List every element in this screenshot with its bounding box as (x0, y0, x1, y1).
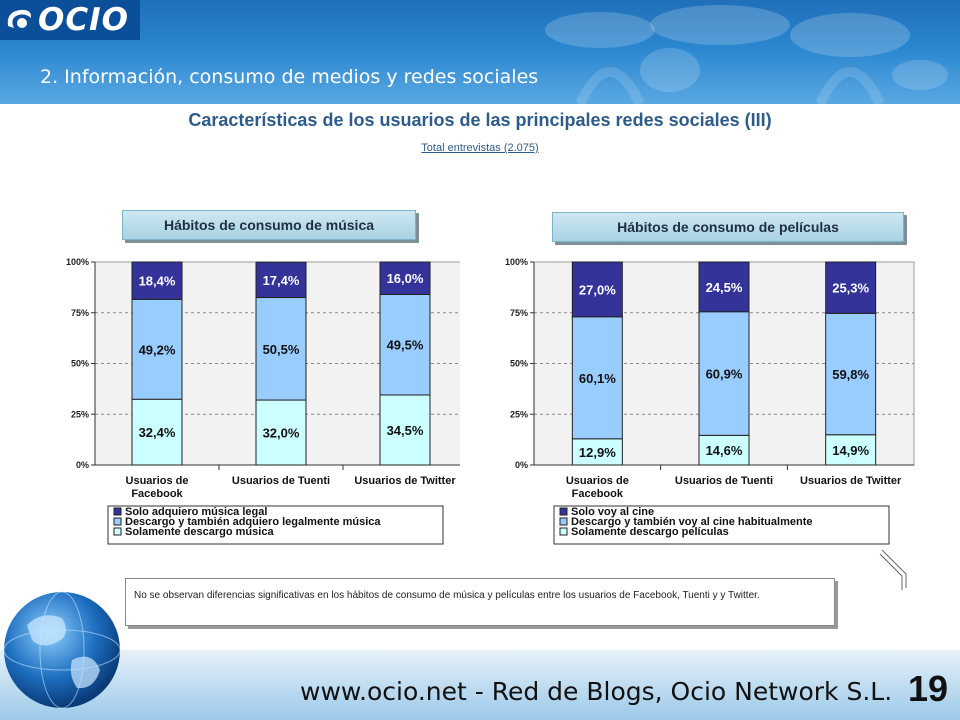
data-label: 14,6% (706, 443, 743, 458)
y-tick-label: 50% (510, 359, 528, 369)
callout-pointer (879, 549, 907, 590)
data-label: 34,5% (387, 423, 424, 438)
legend-label: Solamente descargo música (125, 526, 274, 538)
data-label: 59,8% (832, 367, 869, 382)
data-label: 49,2% (139, 342, 176, 357)
data-label: 50,5% (263, 342, 300, 357)
world-map-decoration (545, 5, 948, 104)
header-banner: OCIO 2. Información, consumo de medios y… (0, 0, 960, 104)
y-tick-label: 100% (66, 257, 89, 267)
logo-box[interactable]: OCIO (0, 0, 140, 40)
bar-segment (825, 312, 877, 436)
bar-segment (131, 298, 183, 400)
y-tick-label: 100% (505, 257, 528, 267)
section-title: 2. Información, consumo de medios y rede… (40, 66, 539, 88)
legend-swatch (559, 517, 568, 526)
page-number: 19 (908, 668, 949, 709)
x-category-label: Usuarios de Tuenti (675, 475, 773, 487)
bar-segment (379, 293, 431, 396)
movies-chart: 0% 25% 50% 75% 100% 12,9% 60,1% 27,0% Usuarios d… (505, 257, 915, 545)
legend-box (107, 505, 444, 545)
y-tick-label: 25% (71, 409, 89, 419)
x-category-label: Usuarios de Tuenti (232, 475, 330, 487)
bar-segment (825, 261, 877, 314)
logo-text: OCIO (38, 2, 129, 38)
bar-segment (131, 261, 183, 300)
data-label: 14,9% (832, 443, 869, 458)
data-label: 16,0% (387, 271, 424, 286)
sample-size-link[interactable]: Total entrevistas (2.075) (421, 142, 539, 154)
bar-segment (698, 311, 750, 436)
bar-segment (255, 399, 307, 466)
data-label: 25,3% (832, 281, 869, 296)
x-category-label: Usuarios de (566, 475, 629, 487)
legend-label: Descargo y también adquiero legalmente m… (125, 516, 381, 528)
data-label: 49,5% (387, 338, 424, 353)
observation-note: No se observan diferencias significativa… (125, 578, 835, 626)
movies-panel-title: Hábitos de consumo de películas (552, 212, 904, 242)
legend-swatch (113, 507, 122, 516)
y-tick-label: 0% (76, 460, 89, 470)
y-tick-label: 75% (71, 308, 89, 318)
data-label: 17,4% (263, 273, 300, 288)
bar-segment (571, 438, 623, 466)
data-label: 32,4% (139, 425, 176, 440)
x-category-label: Usuarios de (126, 475, 189, 487)
footer-bar (0, 650, 960, 720)
footer-site: www.ocio.net - Red de Blogs, Ocio Networ… (300, 677, 893, 706)
y-tick-label: 75% (510, 308, 528, 318)
globe-icon (3, 591, 121, 709)
y-tick-label: 50% (71, 359, 89, 369)
legend-box (553, 505, 890, 545)
legend-swatch (113, 517, 122, 526)
y-tick-label: 0% (515, 460, 528, 470)
bar-segment (255, 261, 307, 299)
bar-segment (571, 261, 623, 318)
logo-swirl-icon (7, 9, 32, 28)
legend-label: Solamente descargo películas (571, 526, 729, 538)
bar-segment (255, 297, 307, 401)
legend-swatch (559, 527, 568, 536)
legend-swatch (559, 507, 568, 516)
bar-segment (698, 261, 750, 313)
x-category-label: Facebook (572, 488, 624, 500)
data-label: 27,0% (579, 282, 616, 297)
x-category-label: Usuarios de Twitter (354, 475, 456, 487)
data-label: 60,1% (579, 371, 616, 386)
legend-label: Solo voy al cine (571, 506, 654, 518)
data-label: 12,9% (579, 445, 616, 460)
data-label: 18,4% (139, 274, 176, 289)
bar-segment (379, 261, 431, 295)
page-title: Características de los usuarios de las p… (188, 110, 772, 130)
legend-swatch (113, 527, 122, 536)
data-label: 60,9% (706, 367, 743, 382)
bar-segment (825, 434, 877, 466)
x-category-label: Facebook (131, 488, 183, 500)
music-chart: 0% 25% 50% 75% 100% 32,4% 49,2% 18,4% Usuarios d… (66, 257, 460, 545)
y-tick-label: 25% (510, 409, 528, 419)
legend-label: Solo adquiero música legal (125, 506, 267, 518)
bar-segment (131, 398, 183, 466)
data-label: 32,0% (263, 426, 300, 441)
music-panel-title: Hábitos de consumo de música (122, 210, 416, 240)
x-category-label: Usuarios de Twitter (800, 475, 902, 487)
data-label: 24,5% (706, 280, 743, 295)
legend-label: Descargo y también voy al cine habitualm… (571, 516, 812, 528)
bar-segment (571, 316, 623, 440)
